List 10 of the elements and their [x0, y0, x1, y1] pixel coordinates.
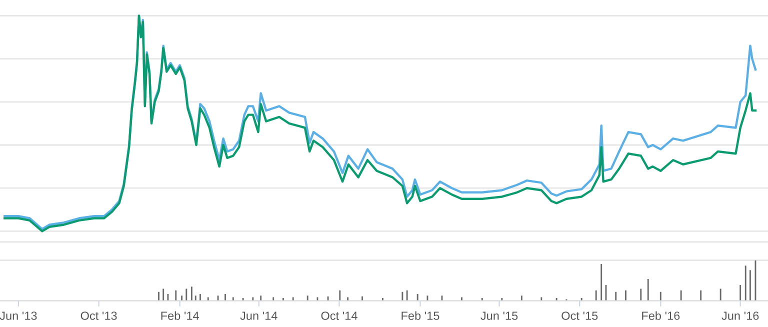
x-tick-label: Jun '15: [480, 312, 518, 320]
x-tick-label: Jun '14: [240, 312, 278, 320]
x-tick-label: Jun '16: [722, 312, 759, 320]
x-tick-label: Oct '15: [562, 312, 598, 320]
x-tick-label: Feb '16: [642, 311, 680, 320]
x-tick-label: Feb '15: [402, 311, 440, 320]
x-tick-label: Oct '13: [80, 312, 117, 320]
x-tick-label: Jun '13: [0, 312, 37, 320]
x-tick-label: Feb '14: [161, 311, 199, 320]
x-tick-label: Oct '14: [321, 312, 358, 320]
